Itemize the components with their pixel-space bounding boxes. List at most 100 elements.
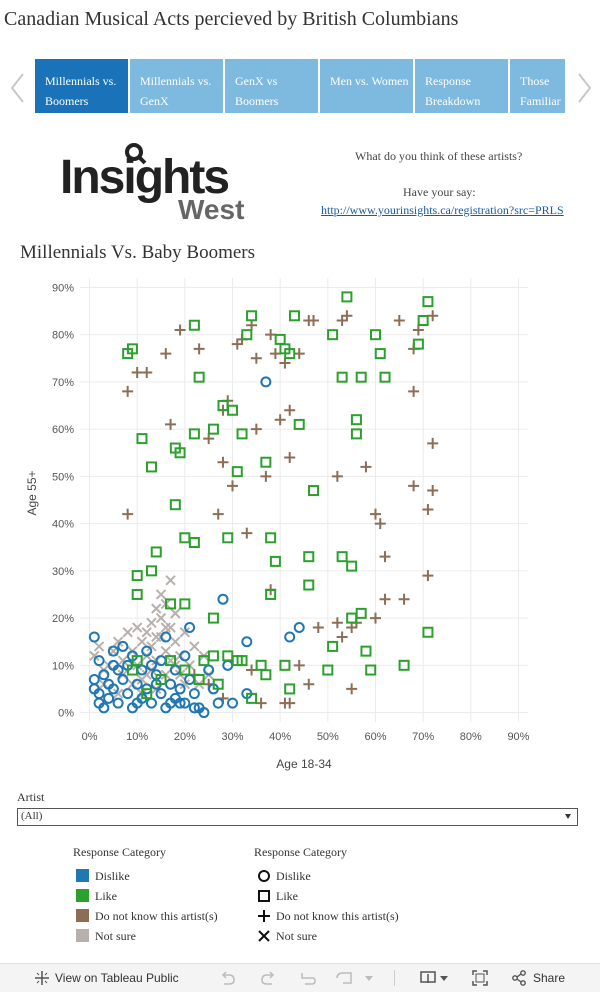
point-do-not-know-this-artist-s[interactable] [131, 366, 143, 378]
refresh-icon[interactable] [335, 970, 355, 986]
point-do-not-know-this-artist-s[interactable] [293, 659, 305, 671]
point-dislike[interactable] [169, 664, 181, 676]
point-do-not-know-this-artist-s[interactable] [412, 324, 424, 336]
point-do-not-know-this-artist-s[interactable] [427, 437, 439, 449]
point-dislike[interactable] [179, 697, 191, 709]
point-dislike[interactable] [112, 697, 124, 709]
point-do-not-know-this-artist-s[interactable] [227, 480, 239, 492]
point-dislike[interactable] [198, 707, 210, 719]
point-dislike[interactable] [174, 683, 186, 695]
point-not-sure[interactable] [117, 655, 129, 666]
point-like[interactable] [327, 640, 339, 652]
download-icon[interactable] [420, 970, 450, 986]
point-like[interactable] [279, 659, 291, 671]
tab-millennials-vs-genx[interactable]: Millennials vs. GenX [130, 59, 223, 113]
point-not-sure[interactable] [151, 631, 162, 643]
point-like[interactable] [417, 315, 429, 327]
point-do-not-know-this-artist-s[interactable] [241, 527, 253, 539]
point-do-not-know-this-artist-s[interactable] [122, 385, 134, 397]
point-dislike[interactable] [98, 702, 110, 714]
point-dislike[interactable] [93, 655, 105, 667]
point-like[interactable] [398, 659, 410, 671]
point-not-sure[interactable] [155, 589, 167, 600]
legend-item-not-sure-shape[interactable]: Not sure [254, 926, 399, 946]
point-dislike[interactable] [227, 697, 239, 709]
view-on-tableau-link[interactable]: View on Tableau Public [55, 971, 179, 985]
point-like[interactable] [188, 428, 200, 440]
point-dislike[interactable] [145, 659, 157, 671]
point-like[interactable] [193, 371, 205, 383]
point-like[interactable] [126, 343, 138, 355]
point-dislike[interactable] [217, 593, 229, 605]
point-like[interactable] [126, 664, 138, 676]
point-do-not-know-this-artist-s[interactable] [427, 485, 439, 497]
point-like[interactable] [236, 428, 248, 440]
legend-item-like[interactable]: Like [73, 886, 218, 906]
point-not-sure[interactable] [160, 645, 171, 657]
point-do-not-know-this-artist-s[interactable] [422, 570, 434, 582]
point-do-not-know-this-artist-s[interactable] [265, 329, 277, 341]
point-not-sure[interactable] [112, 636, 124, 647]
share-icon[interactable] [511, 970, 527, 986]
point-like[interactable] [350, 428, 362, 440]
point-like[interactable] [150, 546, 162, 558]
point-do-not-know-this-artist-s[interactable] [141, 366, 153, 378]
point-not-sure[interactable] [146, 641, 157, 652]
point-do-not-know-this-artist-s[interactable] [346, 683, 358, 695]
point-like[interactable] [179, 664, 191, 676]
next-arrow-icon[interactable] [574, 70, 594, 106]
point-like[interactable] [179, 598, 191, 610]
point-do-not-know-this-artist-s[interactable] [308, 315, 320, 327]
share-button[interactable]: Share [533, 971, 566, 985]
point-do-not-know-this-artist-s[interactable] [212, 508, 224, 520]
point-dislike[interactable] [107, 683, 119, 695]
point-like[interactable] [336, 551, 348, 563]
point-like[interactable] [412, 338, 424, 350]
point-do-not-know-this-artist-s[interactable] [369, 612, 381, 624]
point-like[interactable] [131, 588, 143, 600]
point-dislike[interactable] [260, 376, 272, 388]
point-not-sure[interactable] [122, 627, 133, 638]
point-do-not-know-this-artist-s[interactable] [122, 508, 134, 520]
point-dislike[interactable] [293, 622, 305, 634]
point-like[interactable] [174, 447, 186, 459]
point-not-sure[interactable] [131, 622, 143, 633]
point-like[interactable] [260, 669, 272, 681]
point-do-not-know-this-artist-s[interactable] [269, 348, 281, 360]
point-like[interactable] [145, 461, 157, 473]
point-do-not-know-this-artist-s[interactable] [379, 551, 391, 563]
point-like[interactable] [222, 650, 234, 662]
prev-arrow-icon[interactable] [8, 70, 28, 106]
point-not-sure[interactable] [93, 641, 105, 652]
point-dislike[interactable] [98, 669, 110, 681]
point-do-not-know-this-artist-s[interactable] [217, 456, 229, 468]
point-not-sure[interactable] [141, 669, 152, 680]
point-do-not-know-this-artist-s[interactable] [331, 470, 343, 482]
point-like[interactable] [165, 655, 177, 667]
point-like[interactable] [198, 655, 210, 667]
point-like[interactable] [346, 560, 358, 572]
point-do-not-know-this-artist-s[interactable] [165, 418, 177, 430]
point-like[interactable] [136, 433, 148, 445]
point-dislike[interactable] [107, 645, 119, 657]
legend-item-like-shape[interactable]: Like [254, 886, 399, 906]
point-do-not-know-this-artist-s[interactable] [293, 348, 305, 360]
point-not-sure[interactable] [165, 622, 176, 633]
point-dislike[interactable] [212, 697, 224, 709]
point-like[interactable] [227, 404, 239, 416]
point-like[interactable] [260, 456, 272, 468]
undo-icon[interactable] [219, 970, 237, 986]
point-like[interactable] [379, 371, 391, 383]
point-dislike[interactable] [141, 645, 153, 657]
point-do-not-know-this-artist-s[interactable] [398, 593, 410, 605]
point-do-not-know-this-artist-s[interactable] [341, 310, 353, 322]
point-like[interactable] [350, 414, 362, 426]
legend-item-do-not-know[interactable]: Do not know this artist(s) [73, 906, 218, 926]
point-do-not-know-this-artist-s[interactable] [312, 622, 324, 634]
point-like[interactable] [188, 319, 200, 331]
point-like[interactable] [293, 418, 305, 430]
point-dislike[interactable] [155, 688, 167, 700]
point-do-not-know-this-artist-s[interactable] [374, 518, 386, 530]
point-do-not-know-this-artist-s[interactable] [231, 338, 243, 350]
point-not-sure[interactable] [165, 575, 176, 586]
